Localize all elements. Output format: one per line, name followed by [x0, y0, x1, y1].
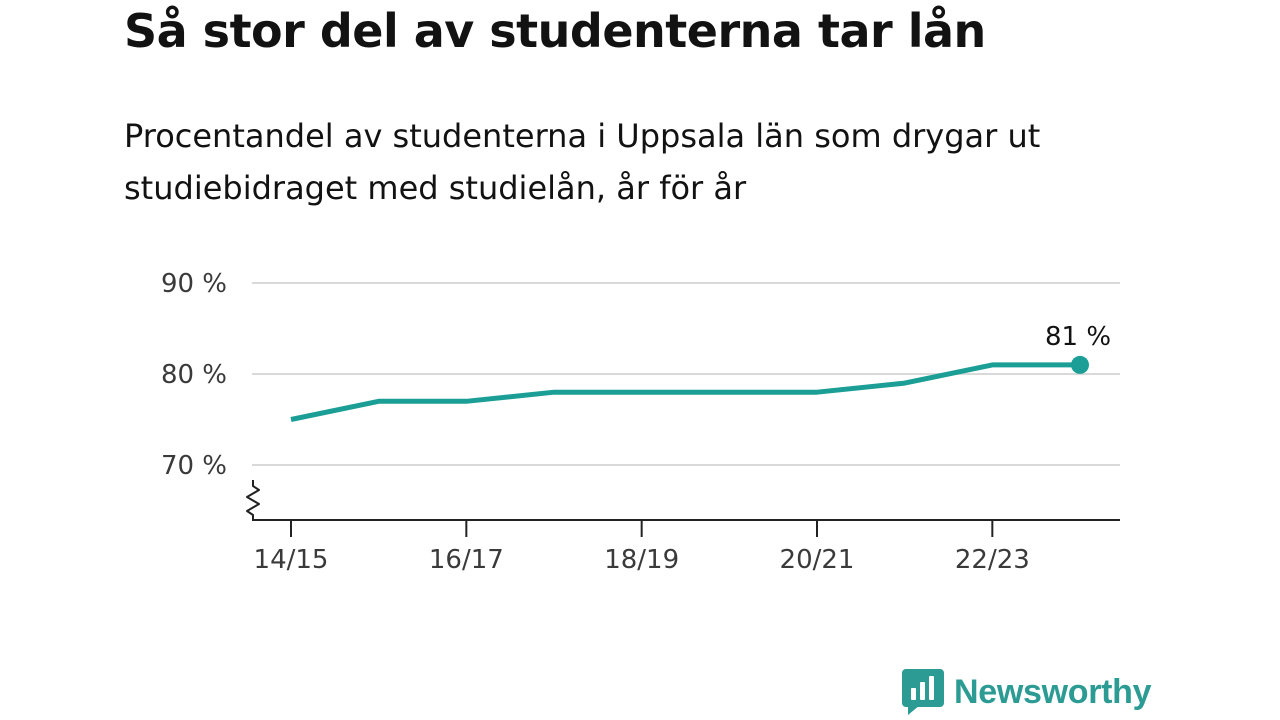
- data-point: [815, 390, 820, 395]
- data-point: [464, 399, 469, 404]
- series-line: [290, 362, 1080, 422]
- brand-name: Newsworthy: [954, 672, 1152, 711]
- series-layer: 81 %: [289, 322, 1111, 422]
- y-tick-label: 80 %: [161, 360, 227, 390]
- data-point: [552, 390, 557, 395]
- data-point: [289, 417, 294, 422]
- end-point-marker: [1071, 355, 1089, 374]
- y-tick-label: 90 %: [161, 269, 227, 299]
- chart-subtitle: Procentandel av studenterna i Uppsala lä…: [124, 117, 1041, 207]
- data-point: [990, 362, 995, 367]
- gridlines: [252, 282, 1120, 466]
- x-tick-label: 18/19: [604, 545, 679, 575]
- x-tick-label: 16/17: [429, 545, 504, 575]
- data-point: [727, 390, 732, 395]
- y-tick-label: 70 %: [161, 451, 227, 481]
- x-tick-label: 14/15: [254, 545, 329, 575]
- data-point: [639, 390, 644, 395]
- x-tick-label: 22/23: [955, 545, 1030, 575]
- line-chart: 70 % 80 % 90 % 14/15 16/17 18/19 20/21 22/23 8…: [161, 269, 1120, 575]
- brand-logo: Newsworthy: [902, 668, 1152, 716]
- x-tick-label: 20/21: [780, 545, 855, 575]
- data-point: [376, 399, 381, 404]
- x-axis: [246, 480, 1120, 521]
- x-axis-ticks: 14/15 16/17 18/19 20/21 22/23: [254, 520, 1030, 575]
- y-axis-ticks: 70 % 80 % 90 %: [161, 269, 227, 481]
- data-point: [902, 381, 907, 386]
- y-axis-break-icon: [246, 480, 260, 520]
- newsworthy-logo-icon: [902, 669, 944, 715]
- chart-title: Så stor del av studenterna tar lån: [124, 4, 986, 58]
- end-value-label: 81 %: [1045, 322, 1111, 352]
